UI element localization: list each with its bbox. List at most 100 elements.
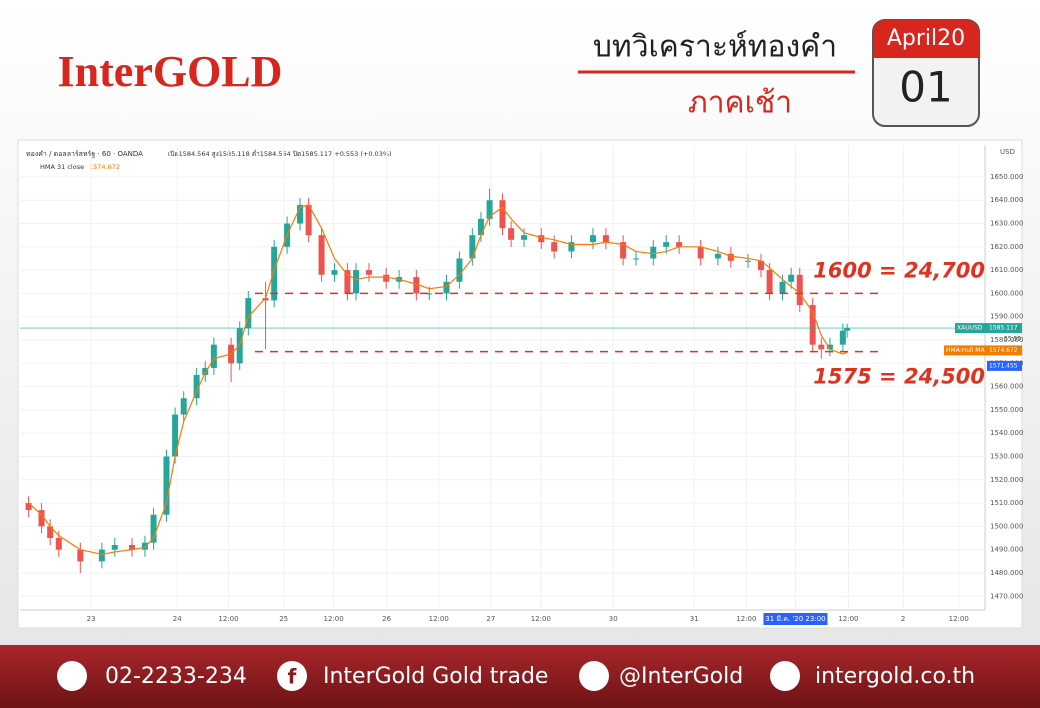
phone-icon <box>57 661 87 691</box>
candle-body <box>456 258 463 282</box>
title: บทวิเคราะห์ทองคำ <box>593 30 837 65</box>
crosshair-tag <box>763 613 828 625</box>
candle-body <box>477 218 484 236</box>
candle-body <box>236 328 243 364</box>
ohlc: เปิด1584.564 สูง1585.118 ต่ำ1584.564 ปิด… <box>168 149 392 158</box>
x-tick-label: 31 มี.ค. '20 23:00 <box>765 615 825 623</box>
x-tick-label: 24 <box>173 615 182 623</box>
candle-body <box>469 235 476 259</box>
x-tick-label: 12:00 <box>218 615 238 623</box>
x-tick-label: 12:00 <box>736 615 756 623</box>
y-tick-label: 1560.000 <box>990 383 1023 391</box>
y-tick-label: 1620.000 <box>990 243 1023 251</box>
candle-body <box>141 542 148 550</box>
price-tag-value: 1585.117 <box>989 325 1018 332</box>
currency: USD <box>1000 148 1015 156</box>
x-tick-label: 25 <box>279 615 288 623</box>
y-tick-label: 1610.000 <box>990 266 1023 274</box>
y-tick-label: 1600.000 <box>990 289 1023 297</box>
candle-body <box>383 274 390 282</box>
candle-body <box>77 549 84 562</box>
x-tick-label: 12:00 <box>949 615 969 623</box>
y-tick-label: 1500.000 <box>990 522 1023 530</box>
candle-body <box>697 246 704 259</box>
candle-body <box>318 235 325 275</box>
footer <box>0 645 1040 708</box>
x-tick-label: 27 <box>486 615 495 623</box>
x-tick-label: 12:00 <box>429 615 449 623</box>
candle-body <box>25 503 32 511</box>
candle-body <box>365 270 372 275</box>
price-tag-name: HMA:Hull MA <box>946 347 985 354</box>
calendar-day: 01 <box>899 63 952 112</box>
price-tag-name: XAUUSD <box>957 325 983 332</box>
candle-body <box>353 270 360 294</box>
candle-body <box>633 258 640 260</box>
y-tick-label: 1520.000 <box>990 476 1023 484</box>
x-tick-label: 26 <box>382 615 391 623</box>
candle-body <box>305 204 312 236</box>
candle-body <box>297 204 304 224</box>
hma-line <box>28 204 848 555</box>
x-tick-label: 12:00 <box>838 615 858 623</box>
candle-body <box>163 456 170 515</box>
x-tick-label: 31 <box>690 615 699 623</box>
price-tag <box>944 345 1022 356</box>
line: @InterGold <box>619 664 743 689</box>
candle-body <box>551 242 558 252</box>
subtitle: ภาคเช้า <box>688 86 792 121</box>
x-tick-label: 23 <box>87 615 96 623</box>
indicator: HMA 31 close <box>40 163 84 171</box>
facebook-glyph: f <box>288 665 297 689</box>
y-tick-label: 1590.000 <box>990 313 1023 321</box>
y-tick-label: 1470.000 <box>990 592 1023 600</box>
y-tick-label: 1630.000 <box>990 220 1023 228</box>
candle-body <box>602 235 609 243</box>
candle-body <box>486 200 493 219</box>
candle-body <box>499 200 506 229</box>
y-tick-label: 1540.000 <box>990 429 1023 437</box>
candle-body <box>98 549 105 562</box>
line-icon <box>579 661 609 691</box>
y-tick-label: 1550.000 <box>990 406 1023 414</box>
candle-body <box>796 274 803 306</box>
candle-body <box>538 235 545 243</box>
y-tick-label: 1650.000 <box>990 173 1023 181</box>
brand: InterGOLD <box>58 47 283 96</box>
candle-body <box>150 514 157 543</box>
price-tag <box>987 360 1022 371</box>
x-tick-label: 30 <box>609 615 618 623</box>
candle-body <box>826 344 833 350</box>
candle-body <box>55 538 62 550</box>
price-tag-lead <box>955 323 987 334</box>
website: intergold.co.th <box>815 664 975 689</box>
candle-body <box>111 545 118 550</box>
candle-body <box>344 270 351 294</box>
candle-body <box>331 270 338 275</box>
y-tick-label: 1640.000 <box>990 196 1023 204</box>
candle-body <box>245 298 252 329</box>
price-tag-value: 1571.455 <box>989 362 1018 369</box>
y-tick-label: 1480.000 <box>990 569 1023 577</box>
facebook-icon <box>277 661 307 691</box>
candle-body <box>809 305 816 345</box>
candle-body <box>180 398 187 415</box>
calendar-top <box>873 20 979 58</box>
candle-body <box>413 277 420 294</box>
countdown: 55:55 <box>1004 336 1021 343</box>
candle-body <box>818 344 825 350</box>
price-tag-value: 1574.672 <box>989 347 1018 354</box>
y-tick-label: 1530.000 <box>990 452 1023 460</box>
candle-body <box>426 293 433 295</box>
calendar-month: April20 <box>887 26 965 51</box>
facebook: InterGold Gold trade <box>323 664 548 689</box>
candle-body <box>193 374 200 399</box>
price-tag <box>987 323 1022 334</box>
candle-body <box>568 242 575 252</box>
candle-body <box>620 242 627 259</box>
chart-panel <box>17 139 1023 629</box>
candle-body <box>779 281 786 294</box>
candle-body <box>262 298 269 301</box>
